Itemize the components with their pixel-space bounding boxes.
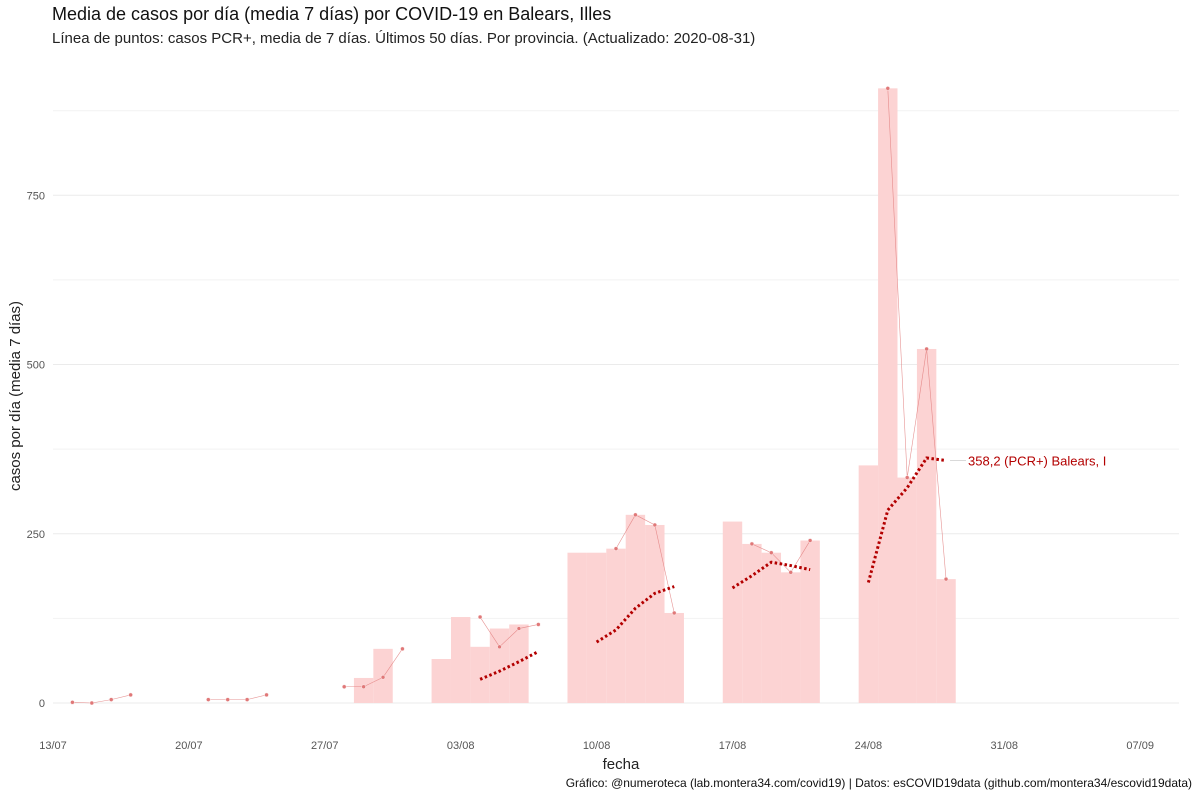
annotation-label: 358,2 (PCR+) Balears, I (968, 454, 1106, 469)
daily-point (613, 546, 619, 551)
daily-point (342, 684, 347, 689)
daily-line (344, 648, 403, 688)
daily-point (807, 538, 813, 543)
daily-point (633, 512, 638, 518)
x-tick-label: 24/08 (855, 740, 883, 752)
daily-line (479, 616, 539, 648)
daily-point (89, 700, 95, 706)
bar (916, 348, 937, 703)
x-axis-title: fecha (603, 756, 640, 773)
x-tick-label: 27/07 (311, 740, 339, 752)
chart-subtitle: Línea de puntos: casos PCR+, media de 7 … (52, 30, 756, 47)
daily-point (361, 684, 366, 689)
daily-point (477, 614, 483, 620)
avg-line (595, 585, 675, 644)
daily-point (652, 522, 658, 528)
daily-line (615, 514, 675, 614)
daily-point (244, 697, 250, 702)
daily-point (672, 610, 677, 616)
y-axis-title: casos por día (media 7 días) (7, 301, 24, 491)
bar (761, 552, 782, 703)
y-tick-label: 250 (27, 529, 45, 541)
avg-line (731, 560, 811, 590)
bar (645, 524, 665, 703)
x-tick-label: 31/08 (991, 740, 1019, 752)
daily-point (769, 550, 774, 555)
y-tick-labels: 0 250 500 750 (27, 190, 45, 710)
daily-point (400, 646, 405, 652)
x-tick-label: 20/07 (175, 740, 203, 752)
bar (586, 552, 607, 703)
bar (450, 617, 471, 703)
avg-series (479, 456, 947, 681)
x-tick-label: 13/07 (39, 740, 67, 752)
bar (742, 543, 762, 703)
daily-point (536, 622, 541, 627)
daily-point (943, 576, 949, 582)
bar (431, 659, 451, 703)
daily-point (264, 692, 269, 698)
bar (489, 628, 510, 703)
daily-point (128, 692, 133, 698)
x-tick-label: 10/08 (583, 740, 611, 752)
chart-title: Media de casos por día (media 7 días) po… (52, 4, 612, 24)
daily-point (885, 86, 890, 91)
x-tick-label: 03/08 (447, 740, 475, 752)
x-tick-label: 17/08 (719, 740, 747, 752)
y-tick-label: 0 (39, 698, 45, 710)
grid (53, 110, 1179, 704)
x-tick-labels: 13/07 20/07 27/07 03/08 10/08 17/08 24/08 31/08… (39, 740, 1154, 752)
bar (509, 624, 529, 703)
daily-point (109, 697, 114, 702)
bar (936, 579, 956, 703)
bar (722, 521, 743, 703)
daily-point (206, 697, 211, 702)
daily-point (924, 346, 929, 352)
bar (567, 552, 587, 703)
bar (897, 477, 917, 703)
avg-line (479, 650, 540, 681)
bar (878, 88, 898, 704)
avg-line (866, 456, 947, 583)
x-tick-label: 07/09 (1126, 740, 1154, 752)
chart-caption: Gráfico: @numeroteca (lab.montera34.com/… (565, 776, 1192, 790)
daily-line (208, 694, 267, 700)
bar (781, 572, 801, 703)
daily-line (72, 694, 131, 704)
bar (800, 540, 820, 703)
bar (858, 465, 879, 703)
daily-point (497, 644, 502, 650)
daily-point (380, 675, 386, 680)
bar (606, 548, 626, 703)
daily-point (749, 541, 755, 547)
bars (353, 88, 956, 704)
y-tick-label: 750 (27, 190, 45, 202)
bar (664, 612, 684, 703)
y-tick-label: 500 (27, 360, 45, 372)
daily-point (70, 700, 75, 705)
bar (470, 646, 490, 703)
bar (353, 677, 374, 703)
daily-point (788, 570, 793, 575)
daily-point (905, 475, 910, 480)
daily-line (887, 88, 947, 580)
daily-point (225, 697, 230, 702)
daily-point (516, 626, 522, 631)
